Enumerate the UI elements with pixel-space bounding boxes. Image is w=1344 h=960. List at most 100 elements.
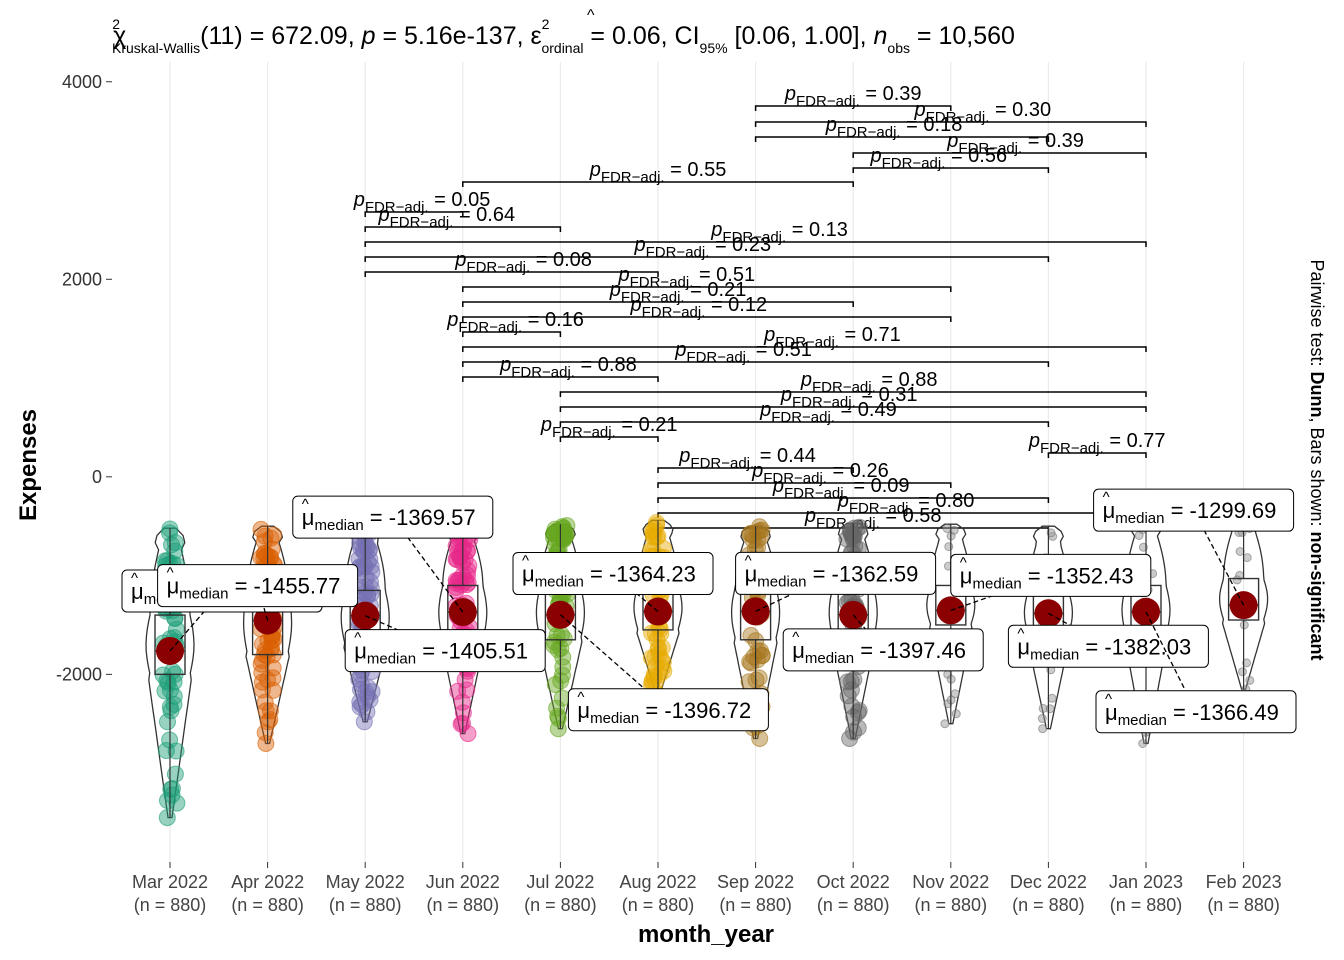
x-tick-label: Dec 2022 [1010,872,1087,892]
pairwise-bracket [364,211,464,217]
median-label-text: μmedian = -1382.03 [1017,634,1191,663]
x-tick-label: May 2022 [326,872,405,892]
pairwise-bracket [852,152,1147,158]
x-tick-n-label: (n = 880) [1012,895,1085,915]
pairwise-bracket [559,391,1147,397]
pairwise-bracket [754,105,952,111]
data-point [1242,553,1252,563]
data-point [162,780,180,798]
pairwise-bracket [364,226,562,232]
median-label-text: μmedian = -1369.57 [302,505,476,534]
pairwise-bracket [559,436,659,442]
pairwise-p-label: pFDR−adj. = 0.23 [633,234,771,261]
title-p-val: = 5.16e-137, [376,22,531,50]
data-point [157,742,175,759]
x-tick-n-label: (n = 880) [329,895,402,915]
pairwise-p-label: pFDR−adj. = 0.13 [710,219,848,246]
median-labels: μmedian = -1763.53^μmedian = -1455.77^μm… [121,488,1297,734]
chart-title: χ2 Kruskal-Wallis(11) = 672.09, p = 5.16e… [112,16,1015,56]
title-chi-sub: Kruskal-Wallis [112,40,200,56]
median-leader-line [1145,611,1197,713]
x-tick-label: Jun 2022 [426,872,500,892]
pairwise-bracket [1047,452,1147,458]
median-label-text: μmedian = -1362.59 [745,561,919,590]
pairwise-bracket [559,421,1050,427]
data-point [1245,675,1255,685]
pairwise-bracket [462,316,952,322]
median-label-text: μmedian = -1352.43 [960,563,1134,592]
data-point [643,624,661,642]
title-eps-sub: ordinal [541,40,583,56]
pairwise-p-label: pFDR−adj. = 0.80 [837,490,975,517]
caption-prefix: Pairwise test: [1307,259,1327,371]
median-label-hat: ^ [302,496,309,513]
data-point [553,666,571,684]
x-axis-title: month_year [638,921,774,948]
data-point [944,542,954,552]
median-label-hat: ^ [522,553,529,570]
x-tick-label: Oct 2022 [817,872,890,892]
x-tick-label: Aug 2022 [619,872,696,892]
pairwise-bracket [364,241,1147,247]
data-point [255,549,273,567]
title-n-sym: n [874,22,888,50]
x-tick-n-label: (n = 880) [134,895,207,915]
data-point [256,693,274,711]
x-tick-label: Jan 2023 [1109,872,1183,892]
data-point [1047,693,1057,703]
data-point [456,671,474,689]
pairwise-p-label: pFDR−adj. = 0.55 [589,159,727,186]
data-point [1138,739,1148,748]
caption-middle: , Bars shown: [1307,417,1327,531]
pairwise-bracket [462,346,1147,352]
median-label-text: μmedian = -1366.49 [1105,700,1279,729]
data-point [459,566,476,584]
median-label-box [950,553,1152,597]
pairwise-bracket [559,406,1147,412]
median-label-box [567,688,769,732]
median-label-hat: ^ [792,629,799,646]
data-point [549,707,567,725]
y-tick-label: 0 [92,467,102,487]
violin-outline [145,527,195,819]
data-point [951,709,961,719]
title-df: (11) = 672.09, [200,22,361,50]
pairwise-bracket [462,376,659,382]
data-point [353,696,371,714]
x-tick-n-label: (n = 880) [1110,895,1183,915]
data-point [163,786,181,804]
data-point [263,639,280,657]
median-label-text: μmedian = -1405.51 [354,639,528,668]
x-tick-label: Jul 2022 [526,872,594,892]
data-point [949,525,959,535]
title-eps-val: = 0.06, CI [583,22,699,50]
caption-test: Dunn [1307,372,1327,418]
data-point [1242,658,1252,668]
data-point [745,648,763,666]
pairwise-bracket [754,121,1147,127]
pairwise-p-label: pFDR−adj. = 0.44 [678,445,816,472]
pairwise-p-label: pFDR−adj. = 0.71 [763,324,901,351]
pairwise-bracket [657,467,854,473]
data-point [740,673,758,691]
data-point [163,536,180,554]
pairwise-bracket [852,167,1050,173]
x-tick-n-label: (n = 880) [1207,895,1280,915]
median-label-hat: ^ [577,689,584,706]
x-tick-n-label: (n = 880) [524,895,597,915]
title-ci-sub: 95% [700,40,728,56]
pairwise-p-label: pFDR−adj. = 0.08 [454,249,592,276]
title-chi: χ [113,22,126,50]
median-label-box [512,552,714,596]
x-tick-n-label: (n = 880) [622,895,695,915]
pairwise-bracket [462,331,562,337]
data-point [1235,547,1245,556]
title-ci-val: [0.06, 1.00], [728,22,874,50]
x-tick-label: Nov 2022 [912,872,989,892]
data-point [252,655,270,673]
data-point [839,687,857,705]
pairwise-bracket [657,497,1050,503]
pairwise-bracket [754,136,1050,142]
data-point [158,809,176,827]
median-label-box [157,564,359,608]
